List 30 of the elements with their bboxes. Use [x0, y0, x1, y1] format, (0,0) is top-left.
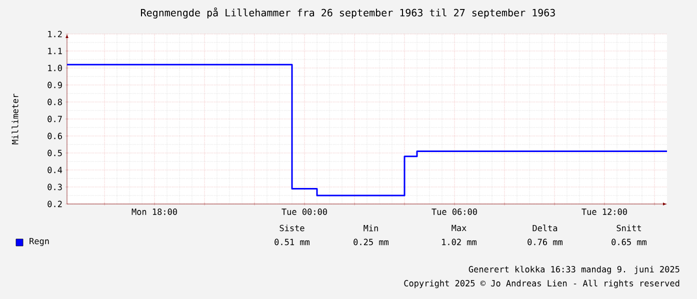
y-tick-label: 0.5 — [48, 150, 62, 156]
text: 0.65 mm — [612, 238, 646, 246]
x-tick-label: Tue 12:00 — [582, 208, 627, 215]
text: Siste — [280, 224, 304, 232]
text: Min — [364, 224, 378, 232]
y-tick-label: 0.7 — [48, 116, 62, 122]
y-tick-label: 1.1 — [48, 48, 62, 54]
text: Copyright 2025 © Jo Andreas Lien - All rights reserved — [404, 280, 680, 288]
y-tick-label: 0.9 — [48, 82, 62, 88]
text: Generert klokka 16:33 mandag 9. juni 2025 — [468, 266, 680, 274]
chart-title: Regnmengde på Lillehammer fra 26 september 1963 til 27 september 1963 — [141, 8, 555, 18]
text: Max — [452, 224, 466, 232]
x-tick-label: Tue 00:00 — [282, 208, 327, 215]
legend-label: Regn — [30, 238, 49, 246]
text: Snitt — [616, 224, 641, 232]
x-tick-label: Tue 06:00 — [432, 208, 477, 215]
text: 1.02 mm — [442, 238, 476, 246]
y-tick-label: 0.8 — [48, 98, 62, 106]
y-tick-label: 1.2 — [48, 30, 62, 38]
text: 0.51 mm — [274, 238, 310, 246]
y-tick-label: 0.3 — [48, 184, 62, 190]
y-tick-label: 0.4 — [48, 166, 62, 174]
text: 0.25 mm — [354, 238, 388, 246]
text: 0.76 mm — [528, 238, 562, 246]
y-tick-label: 0.6 — [48, 132, 62, 140]
y-tick-label: 0.2 — [48, 200, 62, 208]
y-tick-label: 1.0 — [48, 64, 62, 72]
x-tick-label: Mon 18:00 — [132, 208, 177, 215]
y-axis-title: Millimeter — [12, 94, 18, 144]
text: Delta — [532, 224, 558, 232]
